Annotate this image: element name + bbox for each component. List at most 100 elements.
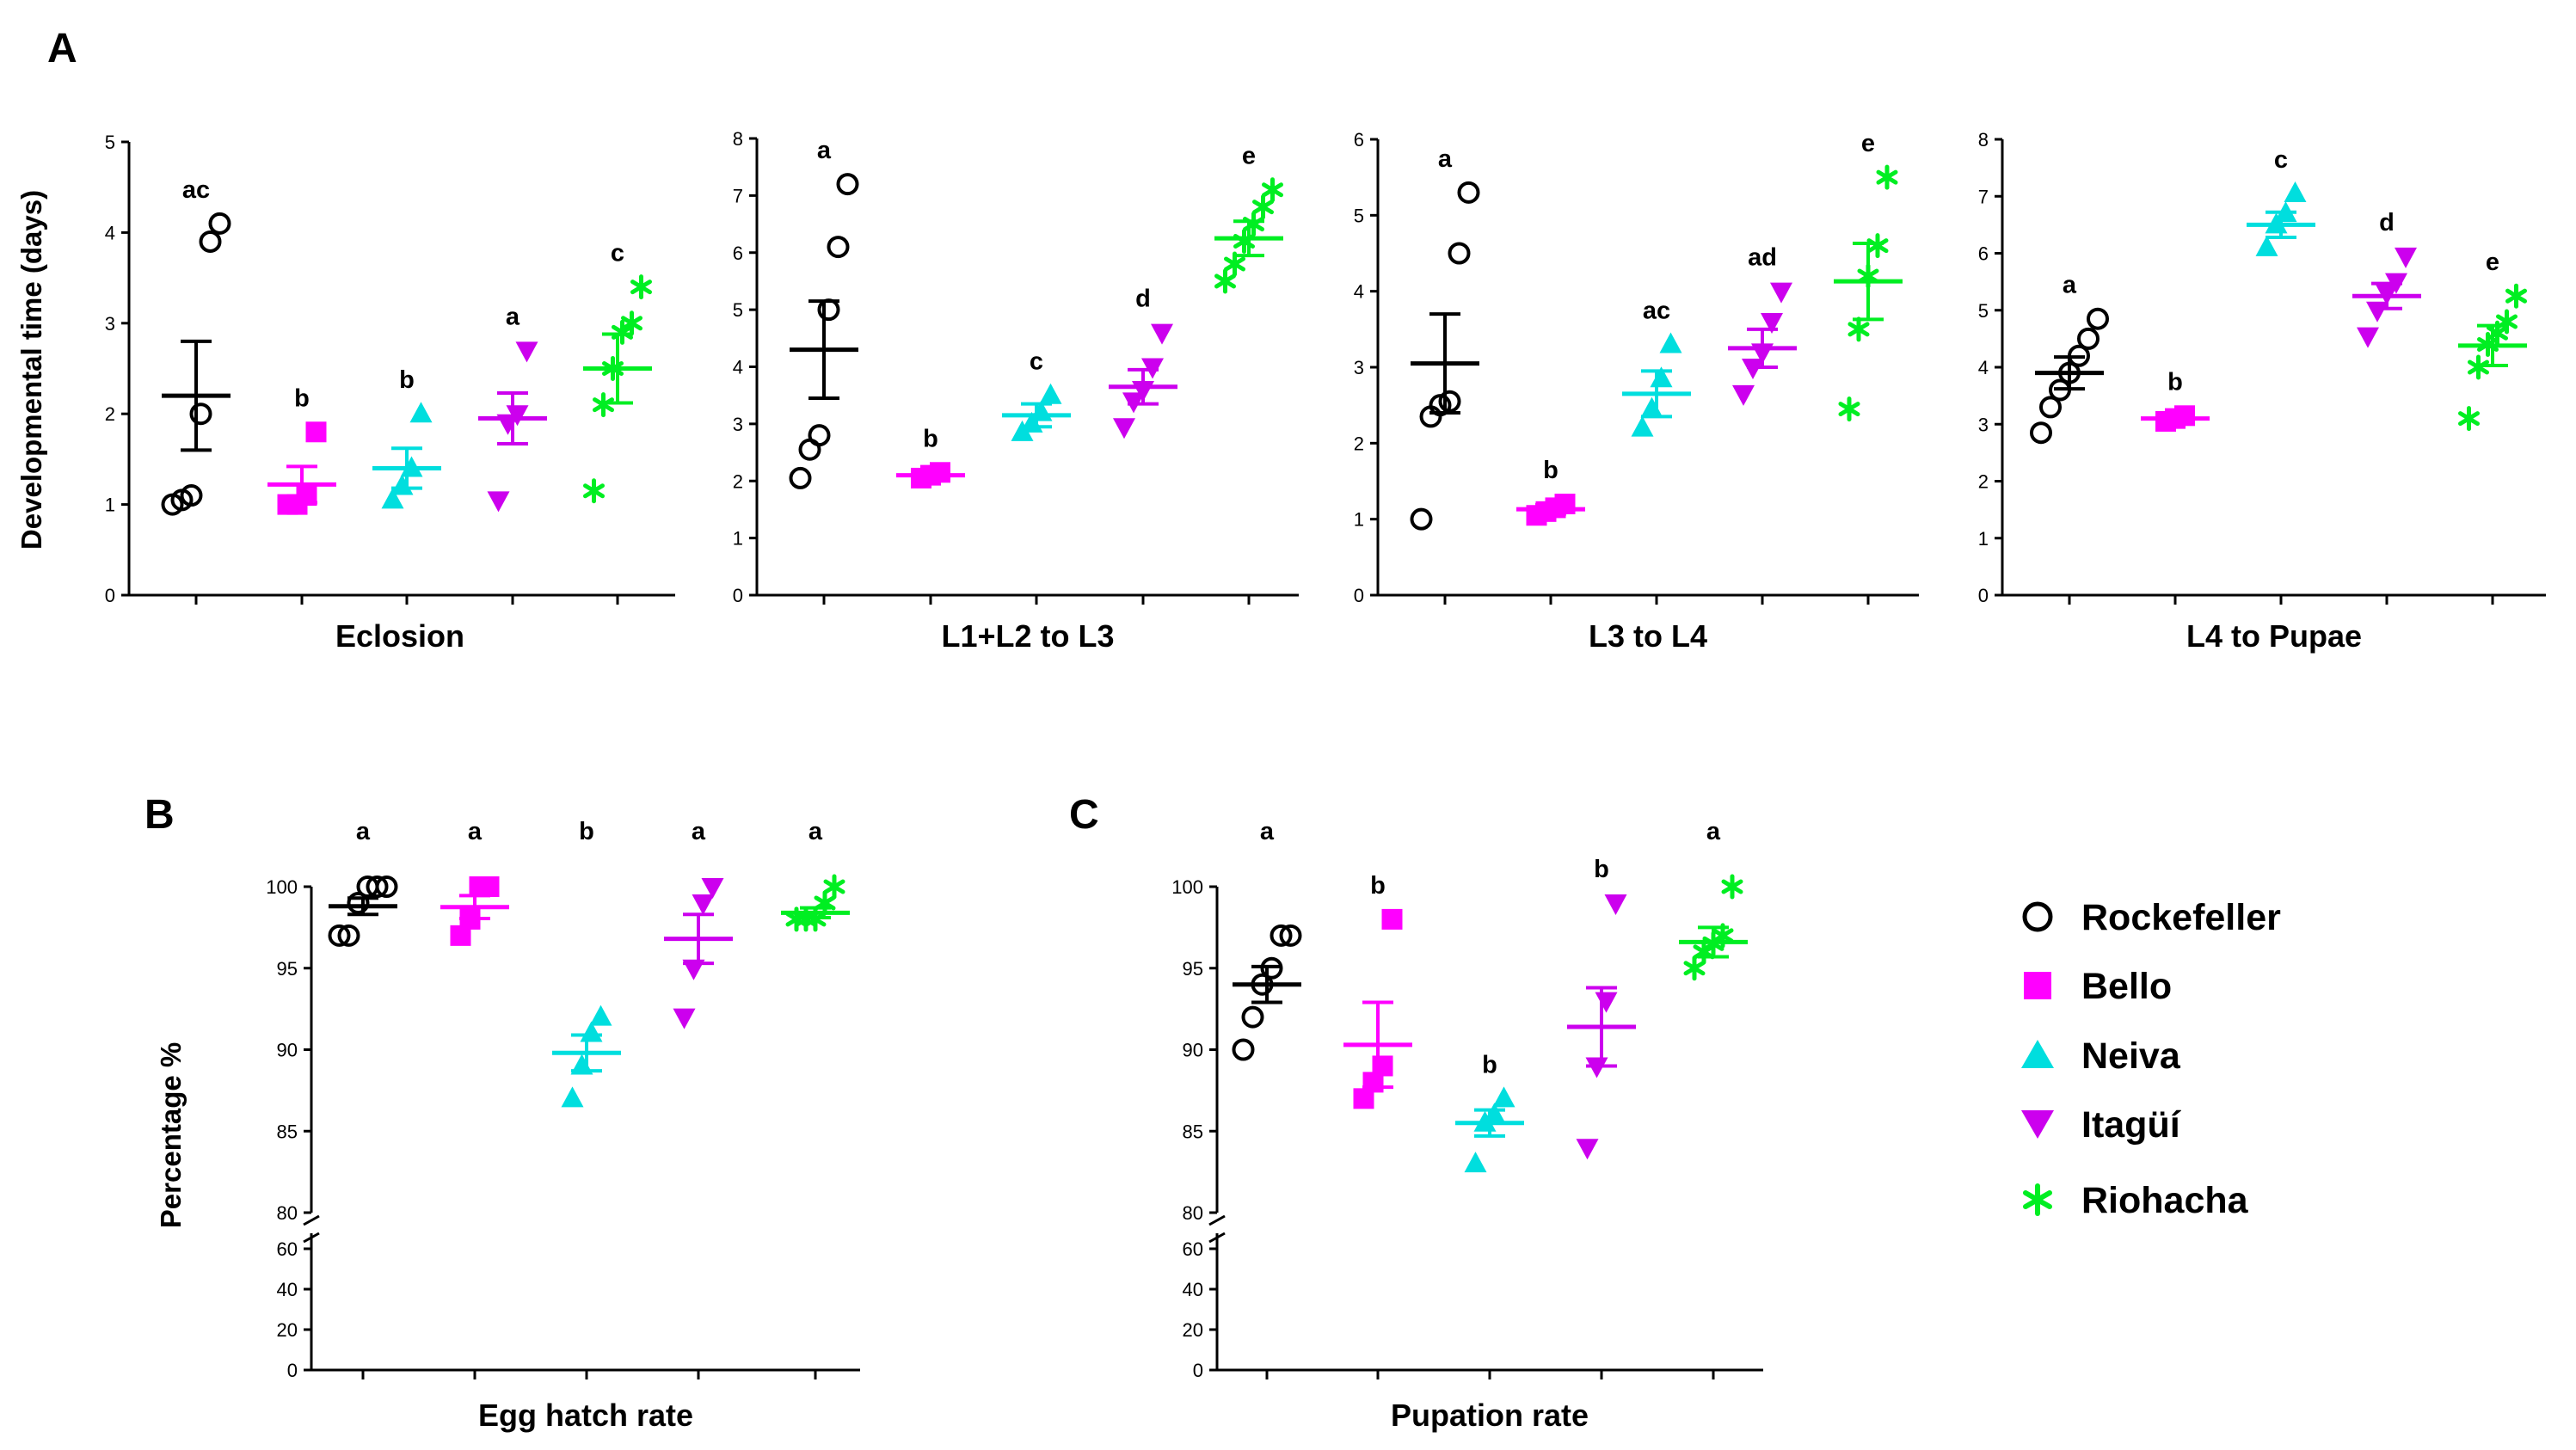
data-point [381, 488, 404, 509]
y-tick-label: 1 [1354, 509, 1364, 531]
significance-letter: b [923, 425, 938, 452]
data-point [2505, 283, 2527, 309]
data-point [2395, 247, 2417, 268]
data-point [808, 424, 831, 447]
data-point [1262, 177, 1283, 203]
significance-letter: b [294, 384, 310, 412]
significance-letter: ac [182, 176, 210, 204]
data-point [1732, 384, 1755, 406]
triangle-up-icon [2021, 1040, 2054, 1068]
data-point [199, 230, 222, 253]
legend-label: Neiva [2081, 1035, 2181, 1077]
y-tick-label: 5 [105, 132, 115, 153]
y-tick-label: 60 [277, 1238, 298, 1260]
group-neiva: b [372, 366, 441, 509]
data-point [347, 891, 370, 914]
significance-letter: a [356, 818, 371, 845]
y-tick-label: 7 [1978, 186, 1989, 207]
significance-letter: a [468, 818, 483, 845]
group-bello: b [2141, 368, 2210, 432]
x-axis-label: Eclosion [335, 618, 464, 654]
significance-letter: c [2274, 146, 2288, 174]
x-axis-label: Egg hatch rate [478, 1398, 693, 1433]
group-bello: b [1343, 872, 1412, 1109]
chart-l3-to-l4: 0 1 2 3 4 5 6 L3 to L4 a b ac ad e [1354, 129, 1919, 654]
data-point [2077, 327, 2100, 350]
y-tick-label: 80 [1183, 1202, 1203, 1224]
y-tick-label: 0 [733, 585, 743, 606]
panel-label-c: C [1069, 792, 1099, 838]
group-bello: b [1516, 457, 1585, 526]
x-axis-label: Pupation rate [1391, 1398, 1589, 1433]
y-tick-label: 80 [277, 1202, 298, 1224]
data-point [1683, 955, 1706, 981]
data-point [1604, 894, 1627, 915]
y-tick-label: 6 [733, 243, 743, 264]
significance-letter: d [1135, 286, 1151, 313]
data-point [478, 876, 500, 897]
data-point [621, 310, 642, 336]
y-tick-label: 0 [1354, 585, 1364, 606]
group-neiva: b [552, 818, 621, 1108]
data-point [2039, 396, 2062, 419]
data-point [789, 466, 812, 489]
y-tick-label: 5 [733, 299, 743, 321]
x-axis-label: L3 to L4 [1589, 618, 1707, 654]
legend: Rockefeller Bello Neiva Itagüí Riohacha [2021, 897, 2281, 1221]
y-tick-label: 1 [733, 528, 743, 550]
data-point [1721, 874, 1743, 900]
significance-letter: a [692, 818, 706, 845]
y-tick-label: 1 [105, 495, 115, 516]
y-tick-label: 5 [1978, 300, 1989, 322]
group-neiva: b [1455, 1051, 1524, 1173]
group-rockefeller: ac [161, 176, 231, 516]
data-point [673, 1008, 696, 1029]
axis-break [1208, 1232, 1226, 1244]
data-point [1270, 924, 1293, 947]
data-point [823, 874, 845, 900]
data-point [337, 924, 360, 947]
significance-letter: b [399, 366, 415, 394]
data-point [2030, 421, 2052, 445]
group-riohacha: a [1679, 818, 1748, 981]
panel-label-a: A [47, 26, 77, 71]
y-tick-label: 60 [1183, 1238, 1203, 1260]
significance-letter: a [808, 818, 823, 845]
data-point [305, 421, 327, 443]
chart-pupation-rate: 80 85 90 95 100 0 20 40 60 Pupation rate a b b b a [1171, 818, 1763, 1433]
group-neiva: c [2247, 146, 2315, 256]
panel-label-b: B [144, 792, 175, 838]
x-axis-label: L4 to Pupae [2186, 618, 2362, 654]
y-tick-label: 0 [287, 1360, 298, 1381]
group-itagui: ad [1728, 244, 1797, 406]
data-point [692, 894, 715, 915]
y-tick-label: 2 [105, 403, 115, 425]
group-rockefeller: a [1410, 145, 1480, 531]
data-point [1113, 418, 1135, 439]
data-point [1631, 415, 1654, 437]
chart-egg-hatch-rate: 80 85 90 95 100 0 20 40 60 Egg hatch rate Percenta… [155, 818, 860, 1433]
data-point [1039, 383, 1062, 404]
data-point [2366, 301, 2388, 323]
significance-letter: b [1370, 872, 1386, 900]
y-tick-label: 90 [277, 1040, 298, 1061]
square-icon [2024, 972, 2051, 999]
group-rockefeller: a [789, 137, 859, 489]
y-tick-label: 100 [1171, 876, 1203, 898]
group-neiva: c [1002, 348, 1071, 441]
group-bello: b [896, 425, 965, 488]
data-point [409, 402, 433, 423]
data-point [189, 402, 212, 426]
y-tick-label: 0 [105, 585, 115, 606]
significance-letter: ad [1748, 244, 1777, 272]
y-tick-label: 3 [105, 313, 115, 335]
x-axis-label: L1+L2 to L3 [941, 618, 1114, 654]
data-point [180, 484, 203, 507]
chart-eclosion: 0 1 2 3 4 5 Eclosion Developmental time (days) a… [15, 132, 675, 654]
legend-item-bello: Bello [2024, 966, 2172, 1007]
data-point [1381, 908, 1403, 930]
data-point [1252, 194, 1274, 220]
data-point [1410, 507, 1433, 531]
significance-letter: b [2167, 368, 2183, 396]
